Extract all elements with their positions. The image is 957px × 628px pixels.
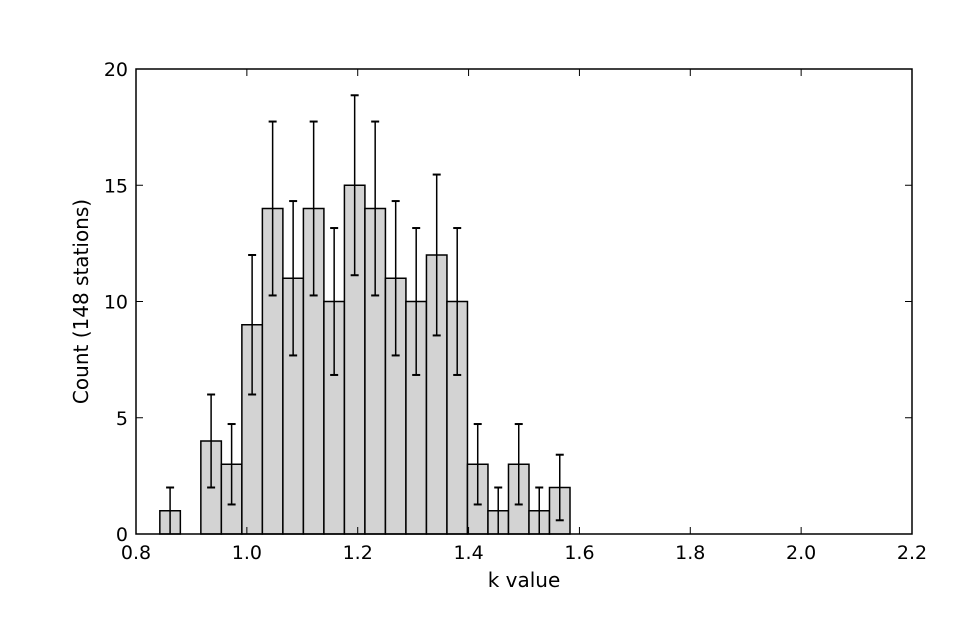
error-bars-layer	[166, 94, 564, 534]
error-bar	[268, 120, 277, 297]
x-axis-label: k value	[488, 568, 561, 592]
error-bar	[432, 173, 441, 337]
error-bar	[166, 486, 175, 534]
error-bar	[289, 200, 298, 357]
y-tick-label: 20	[104, 59, 128, 81]
error-bar	[391, 200, 400, 357]
error-bar	[494, 486, 503, 534]
x-tick-label: 1.0	[232, 542, 262, 564]
error-bar	[330, 227, 339, 376]
x-tick-label: 2.2	[897, 542, 927, 564]
x-tick-label: 1.8	[675, 542, 705, 564]
error-bar	[412, 227, 421, 376]
error-bar	[350, 94, 359, 277]
x-tick-label: 0.8	[121, 542, 151, 564]
y-axis-label: Count (148 stations)	[69, 199, 93, 404]
error-bar	[227, 423, 236, 506]
error-bar	[309, 120, 318, 297]
x-tick-label: 2.0	[786, 542, 816, 564]
error-bar	[207, 393, 216, 489]
y-tick-label: 0	[116, 524, 128, 546]
error-bar	[514, 423, 523, 506]
ticks-layer: 0.8 1.0 1.2 1.4 1.6 1.8 2.0 2.2 0 5 10 15 20	[104, 59, 927, 564]
x-tick-label: 1.4	[453, 542, 483, 564]
x-tick-label: 1.6	[564, 542, 594, 564]
error-bar	[535, 486, 544, 534]
error-bar	[473, 423, 482, 506]
error-bar	[453, 227, 462, 376]
bars-layer	[159, 184, 571, 535]
error-bar	[555, 453, 564, 522]
error-bar	[371, 120, 380, 297]
x-tick-label: 1.2	[343, 542, 373, 564]
y-tick-label: 10	[104, 292, 128, 314]
y-tick-label: 15	[104, 175, 128, 197]
y-tick-label: 5	[116, 408, 128, 430]
error-bar	[248, 254, 257, 396]
